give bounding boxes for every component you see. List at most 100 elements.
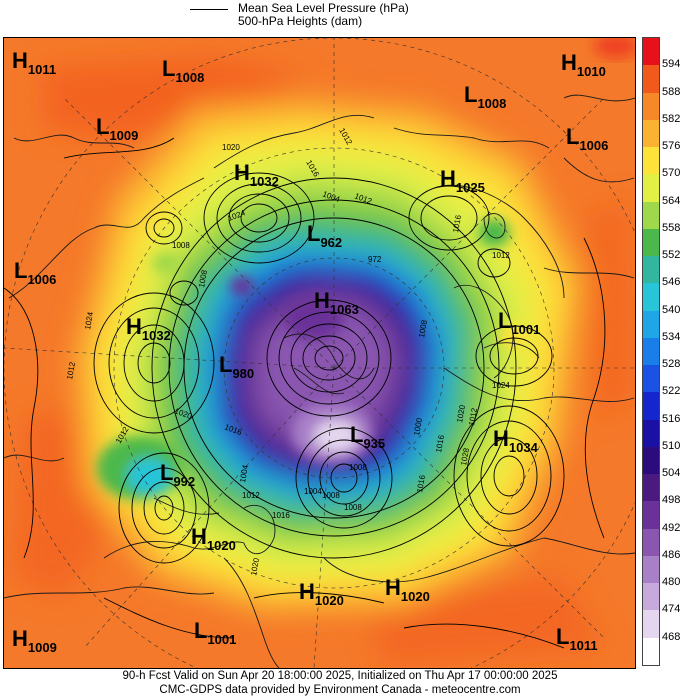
pressure-center: H1009: [12, 626, 57, 655]
colorbar-label: 510: [662, 439, 680, 452]
colorbar-label: 504: [662, 467, 680, 480]
colorbar-cell: [643, 337, 659, 366]
isobar-label: 1008: [322, 491, 340, 500]
colorbar-cell: [643, 446, 659, 475]
colorbar-label: 468: [662, 630, 680, 643]
pressure-center: L935: [350, 422, 385, 451]
colorbar-cell: [643, 637, 659, 666]
pressure-center: H1020: [299, 579, 344, 608]
isobar-label: 1024: [83, 311, 95, 331]
isobar-label: 1024: [492, 381, 510, 390]
colorbar-cell: [643, 119, 659, 148]
pressure-center: H1032: [126, 314, 171, 343]
pressure-center: L1001: [498, 308, 540, 337]
colorbar-cell: [643, 610, 659, 639]
isobar-label: 1016: [415, 474, 427, 494]
colorbar-label: 570: [662, 167, 680, 180]
data-credit-text: CMC-GDPS data provided by Environment Ca…: [159, 684, 521, 696]
colorbar-label: 546: [662, 276, 680, 289]
isobar-label: 1012: [65, 361, 77, 381]
colorbar-cell: [643, 283, 659, 312]
colorbar-label: 528: [662, 358, 680, 371]
colorbar-label: 498: [662, 494, 680, 507]
isobar-label: 972: [368, 255, 382, 264]
colorbar-cell: [643, 256, 659, 284]
forecast-validity-text: 90-h Fcst Valid on Sun Apr 20 18:00:00 2…: [122, 670, 558, 682]
colorbar-label: 522: [662, 385, 680, 398]
pressure-center: H1025: [440, 166, 485, 195]
colorbar-label: 486: [662, 548, 680, 561]
colorbar-label: 576: [662, 140, 680, 153]
isobar-label: 1004: [304, 487, 322, 496]
colorbar-cell: [643, 38, 659, 66]
colorbar-label: 552: [662, 249, 680, 262]
isobar-line-swatch: [190, 9, 228, 10]
colorbar-label: 594: [662, 58, 680, 71]
map-canvas: 1020 1016 1012 1004 1012 1024 1008 1016 …: [4, 38, 635, 668]
height-colorbar: [642, 37, 660, 666]
coastlines: [4, 94, 635, 668]
isobar-label: 1012: [242, 491, 260, 500]
colorbar-cell: [643, 583, 659, 611]
pressure-center: L980: [219, 352, 254, 381]
isobar-label: 1016: [451, 214, 463, 234]
colorbar-label: 516: [662, 412, 680, 425]
colorbar-label: 564: [662, 194, 680, 207]
isobar-label: 1020: [222, 143, 240, 152]
pressure-center: L1009: [96, 114, 138, 143]
colorbar-cell: [643, 474, 659, 502]
pressure-center: H1034: [493, 426, 539, 455]
isobar-label: 1020: [455, 404, 467, 424]
colorbar-label: 480: [662, 576, 680, 589]
colorbar-label: 588: [662, 85, 680, 98]
legend-mslp-label: Mean Sea Level Pressure (hPa): [238, 1, 409, 15]
pressure-center: H1020: [385, 575, 430, 604]
pressure-center: L1006: [14, 258, 56, 287]
pressure-center: H1063: [314, 288, 359, 317]
pressure-center: L1001: [194, 618, 236, 647]
colorbar-label: 582: [662, 112, 680, 125]
pressure-center: H1020: [191, 524, 236, 553]
pressure-center: H1032: [234, 160, 279, 189]
pressure-center: H1010: [561, 50, 606, 79]
isobar-label: 1028: [459, 447, 471, 467]
pressure-center: L992: [160, 460, 195, 489]
pressure-center: L962: [307, 221, 342, 250]
isobar-label: 1008: [197, 269, 209, 289]
colorbar-cell: [643, 310, 659, 339]
colorbar-cell: [643, 528, 659, 557]
height-field: [14, 58, 634, 663]
isobar-label: 1000: [412, 417, 424, 437]
colorbar-cell: [643, 92, 659, 121]
isobar-labels: 1020 1016 1012 1004 1012 1024 1008 1016 …: [65, 127, 510, 577]
colorbar-cell: [643, 419, 659, 448]
pressure-center: L1011: [556, 624, 598, 653]
colorbar-cell: [643, 65, 659, 93]
colorbar-label: 540: [662, 303, 680, 316]
colorbar-cell: [643, 392, 659, 421]
colorbar-cell: [643, 501, 659, 530]
isobar-label: 1008: [172, 241, 190, 250]
isobar-label: 1008: [349, 463, 367, 472]
colorbar-cell: [643, 365, 659, 393]
colorbar-cell: [643, 555, 659, 584]
colorbar-label: 492: [662, 521, 680, 534]
isobar-label: 1012: [467, 407, 479, 427]
isobar-label: 1012: [492, 251, 510, 260]
colorbar-cell: [643, 147, 659, 175]
isobar-label: 1008: [417, 319, 429, 339]
isobar-label: 1004: [238, 464, 250, 484]
colorbar-cell: [643, 174, 659, 203]
legend-heights-label: 500-hPa Heights (dam): [238, 14, 363, 28]
pressure-center: L1008: [464, 82, 506, 111]
isobar-label: 1008: [344, 503, 362, 512]
pressure-center: H1011: [12, 48, 56, 77]
pressure-center: L1008: [162, 56, 204, 85]
colorbar-label: 534: [662, 330, 680, 343]
weather-map: 1020 1016 1012 1004 1012 1024 1008 1016 …: [3, 37, 636, 669]
isobars: [4, 137, 606, 649]
colorbar-label: 558: [662, 221, 680, 234]
colorbar-cell: [643, 201, 659, 230]
isobar-label: 1020: [249, 557, 261, 577]
colorbar-cell: [643, 228, 659, 257]
